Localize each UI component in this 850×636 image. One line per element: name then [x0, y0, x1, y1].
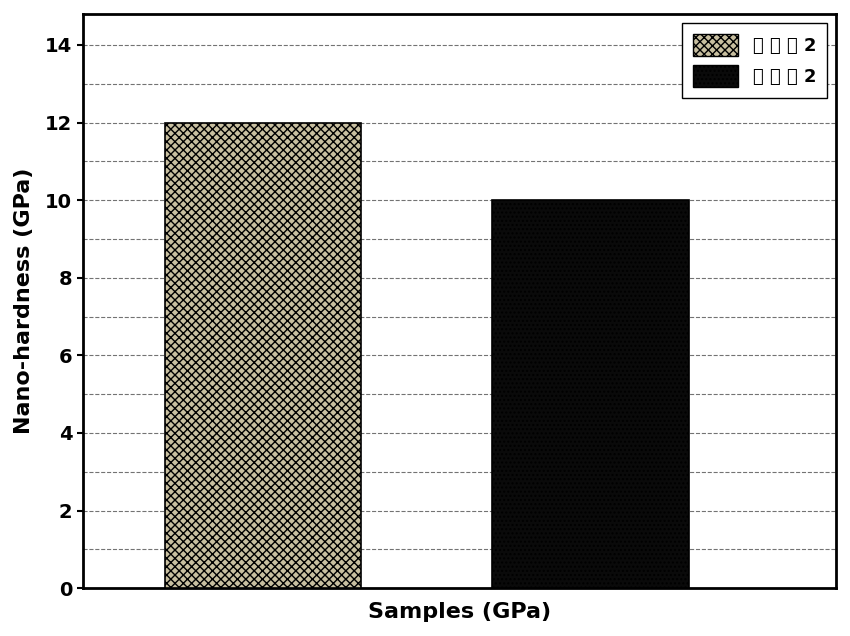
Y-axis label: Nano-hardness (GPa): Nano-hardness (GPa): [14, 168, 34, 434]
X-axis label: Samples (GPa): Samples (GPa): [368, 602, 551, 622]
Bar: [492, 200, 688, 588]
Bar: [165, 123, 361, 588]
Legend: 实 施 例 2, 对 比 例 2: 实 施 例 2, 对 比 例 2: [683, 23, 827, 98]
